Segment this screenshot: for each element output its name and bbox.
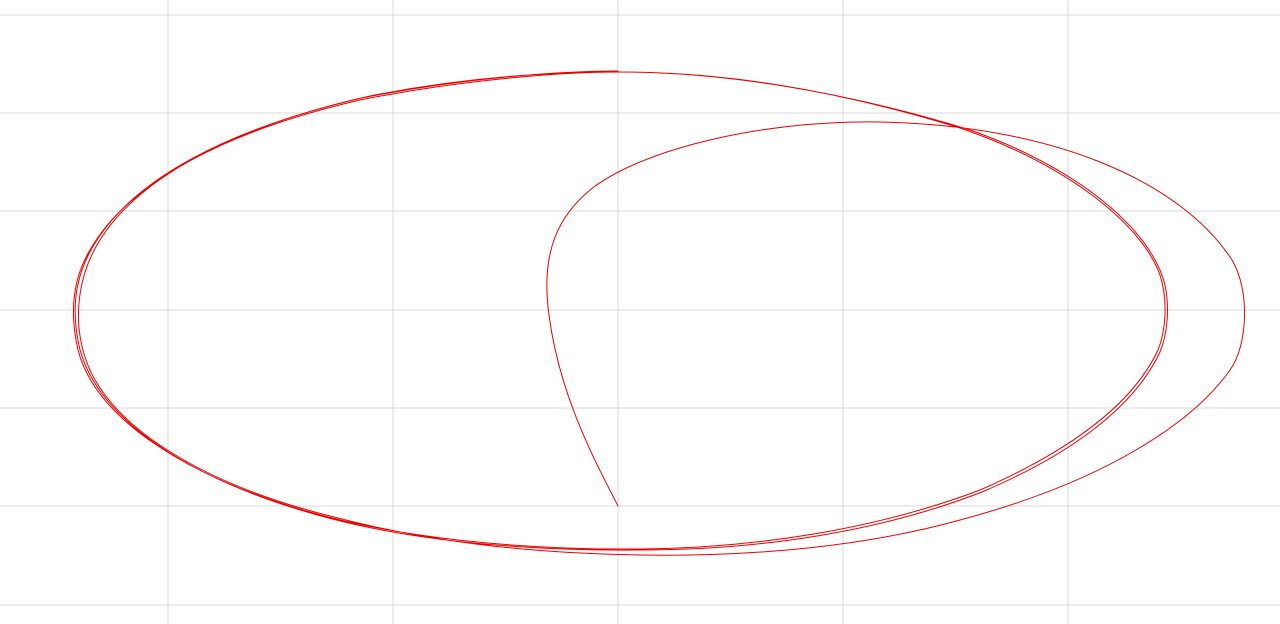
orbit-trace (73, 70, 1246, 556)
